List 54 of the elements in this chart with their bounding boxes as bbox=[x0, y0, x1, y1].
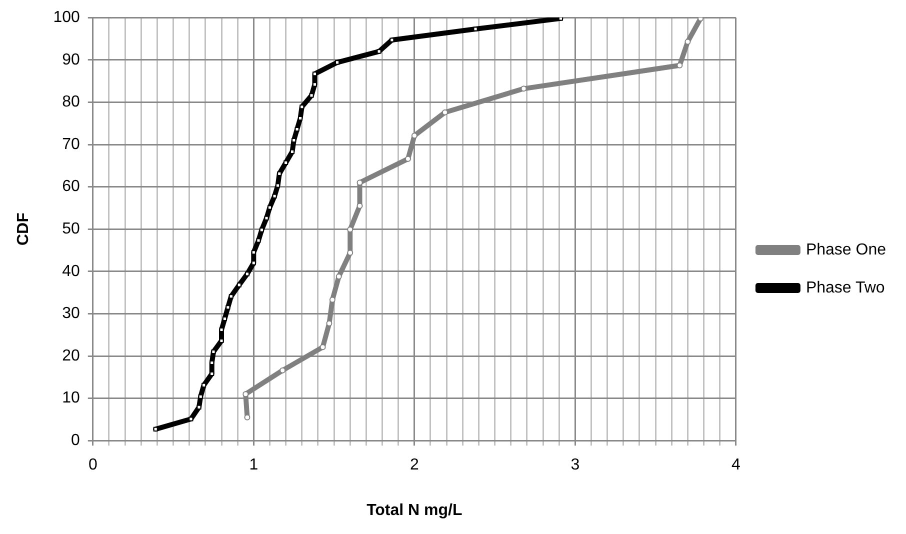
y-tick-label: 60 bbox=[62, 178, 80, 196]
y-tick-label: 90 bbox=[62, 51, 80, 68]
point bbox=[376, 49, 382, 54]
y-tick-label: 100 bbox=[53, 9, 80, 26]
y-tick-label: 40 bbox=[62, 262, 80, 280]
point bbox=[196, 404, 202, 410]
point bbox=[264, 216, 269, 220]
point bbox=[267, 205, 272, 210]
point bbox=[300, 104, 304, 110]
x-tick-label: 2 bbox=[410, 456, 419, 474]
y-tick-label: 10 bbox=[62, 390, 80, 407]
point bbox=[236, 282, 242, 288]
x-tick-label: 4 bbox=[731, 456, 740, 474]
point bbox=[442, 109, 448, 116]
x-axis-title: Total N mg/L bbox=[366, 502, 462, 519]
point bbox=[256, 238, 261, 243]
point bbox=[226, 305, 230, 310]
point bbox=[244, 272, 250, 276]
point bbox=[277, 171, 282, 176]
point bbox=[259, 228, 264, 232]
y-tick-label: 80 bbox=[62, 94, 80, 111]
point bbox=[290, 149, 295, 154]
y-tick-label: 50 bbox=[62, 220, 80, 238]
point bbox=[251, 260, 256, 266]
legend-label: Phase One bbox=[806, 241, 886, 258]
x-tick-label: 1 bbox=[249, 456, 258, 474]
point bbox=[188, 416, 194, 422]
point bbox=[280, 367, 286, 374]
point bbox=[284, 160, 288, 165]
point bbox=[210, 360, 214, 366]
y-axis-title: CDF bbox=[15, 212, 32, 246]
x-tick-label: 3 bbox=[570, 456, 580, 474]
y-tick-label: 70 bbox=[62, 136, 80, 153]
point bbox=[390, 38, 394, 42]
point bbox=[298, 116, 303, 121]
y-tick-label: 30 bbox=[62, 305, 80, 322]
point bbox=[153, 426, 158, 432]
point bbox=[222, 316, 227, 322]
point bbox=[202, 382, 206, 388]
point bbox=[211, 350, 216, 354]
point bbox=[473, 26, 478, 32]
point bbox=[292, 138, 296, 143]
y-tick-label: 0 bbox=[70, 432, 80, 450]
point bbox=[309, 93, 314, 98]
point bbox=[276, 183, 280, 188]
x-tick-label: 0 bbox=[88, 456, 98, 474]
point bbox=[334, 60, 340, 65]
y-tick-label: 20 bbox=[62, 347, 80, 364]
point bbox=[228, 294, 234, 299]
point bbox=[320, 344, 326, 350]
point bbox=[272, 194, 277, 198]
point bbox=[198, 394, 203, 399]
point bbox=[294, 127, 300, 132]
legend-label: Phase Two bbox=[806, 279, 885, 296]
